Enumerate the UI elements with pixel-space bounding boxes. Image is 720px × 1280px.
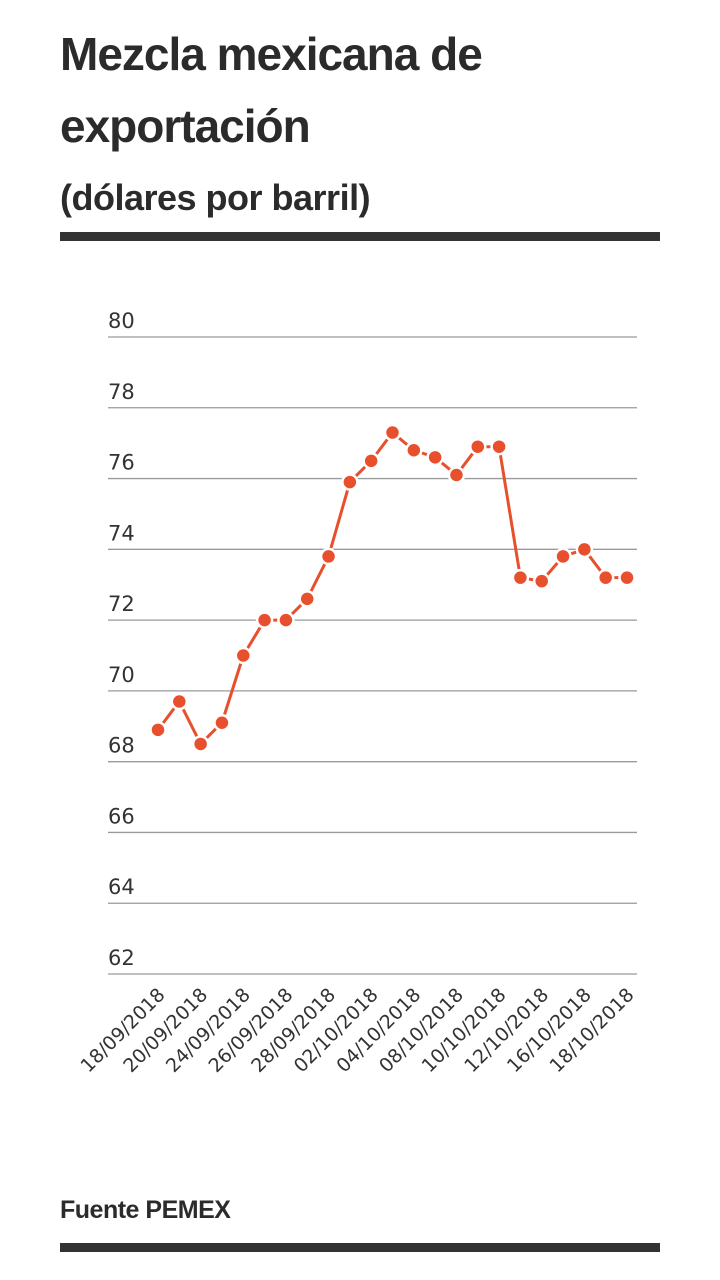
data-point-1	[170, 692, 189, 711]
x-axis-ticks: 18/09/201820/09/201824/09/201826/09/2018…	[77, 984, 639, 1077]
data-point-6	[277, 611, 295, 629]
data-point-18	[532, 572, 551, 590]
y-tick-label-78: 78	[108, 380, 135, 404]
data-point-15	[469, 437, 487, 456]
data-point-5	[255, 611, 274, 629]
y-tick-label-80: 80	[108, 309, 135, 333]
y-tick-label-68: 68	[108, 734, 135, 758]
y-tick-label-70: 70	[108, 663, 135, 687]
data-point-13	[426, 448, 444, 467]
series-line	[156, 431, 629, 746]
y-tick-label-66: 66	[108, 804, 135, 828]
y-tick-label-62: 62	[108, 946, 135, 970]
series-segment-8	[327, 480, 352, 558]
data-point-16	[490, 437, 508, 456]
chart-subtitle: (dólares por barril)	[60, 177, 371, 218]
data-point-11	[383, 423, 402, 442]
data-point-7	[298, 590, 316, 608]
data-point-12	[405, 441, 423, 459]
data-point-20	[575, 540, 594, 559]
y-axis-ticks: 62 64 66 68 70 72 74 76 78 80	[108, 309, 135, 970]
data-point-4	[234, 646, 253, 665]
data-point-17	[511, 568, 530, 587]
series-segment-3	[220, 654, 245, 725]
bottom-rule	[60, 1243, 660, 1252]
data-point-3	[213, 713, 231, 732]
top-rule	[60, 232, 660, 241]
series-segment-16	[497, 445, 522, 580]
y-tick-label-74: 74	[108, 521, 135, 545]
chart-title: Mezcla mexicana de exportación	[60, 28, 483, 152]
data-point-2	[191, 735, 210, 753]
gridlines	[108, 336, 637, 975]
data-point-8	[319, 547, 338, 566]
source-note: Fuente PEMEX	[60, 1196, 231, 1224]
data-point-19	[554, 547, 572, 566]
data-point-9	[341, 473, 359, 491]
y-tick-label-64: 64	[108, 875, 135, 899]
data-point-0	[149, 721, 167, 739]
data-point-14	[447, 466, 466, 484]
y-tick-label-72: 72	[108, 592, 135, 616]
data-point-22	[618, 568, 636, 587]
data-point-21	[596, 568, 615, 587]
y-tick-label-76: 76	[108, 451, 135, 475]
series-points	[149, 423, 636, 753]
data-point-10	[362, 452, 380, 470]
